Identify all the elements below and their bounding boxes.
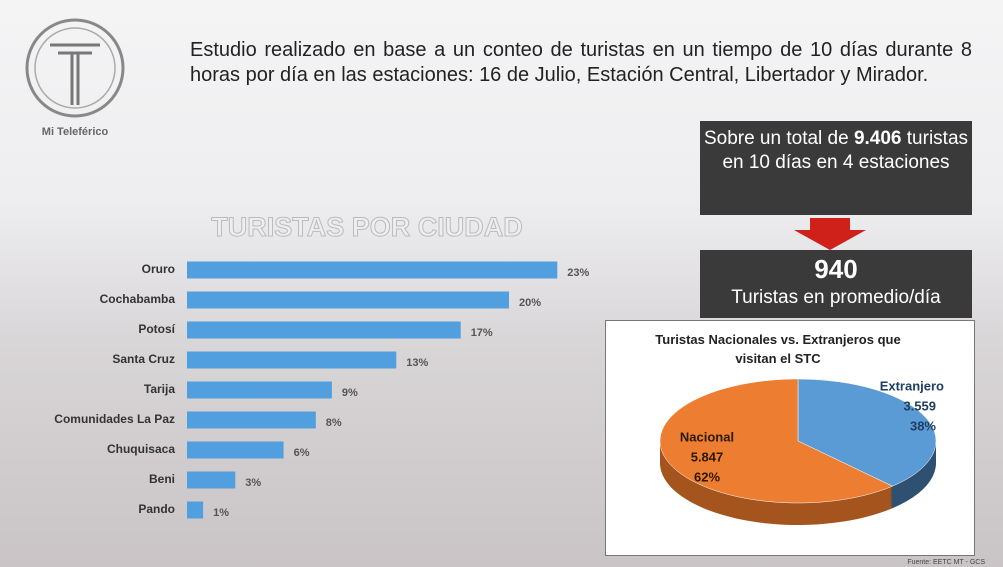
slide: Mi Teleférico TURISTAS POR CIUDAD Fuente… <box>0 0 1003 567</box>
bar <box>187 322 461 339</box>
total-value: 9.406 <box>854 128 902 149</box>
value-label: 23% <box>567 267 589 279</box>
category-label: Potosí <box>138 322 175 336</box>
category-label: Chuquisaca <box>107 442 175 456</box>
category-label: Tarija <box>144 382 175 396</box>
bar <box>187 412 316 429</box>
total-box: Sobre un total de 9.406 turistas en 10 d… <box>700 121 972 215</box>
pie-label: 38% <box>910 418 936 433</box>
average-value: 940 <box>700 250 972 286</box>
pie-label: Extranjero <box>880 378 944 393</box>
bar <box>187 502 203 519</box>
average-box: 940 Turistas en promedio/día <box>700 250 972 318</box>
value-label: 20% <box>519 297 541 309</box>
average-label: Turistas en promedio/día <box>700 286 972 310</box>
bar <box>187 472 235 489</box>
total-prefix: Sobre un total de <box>704 128 849 149</box>
logo-text: Mi Teleférico <box>42 126 109 138</box>
category-label: Beni <box>149 472 175 486</box>
value-label: 1% <box>213 507 229 519</box>
value-label: 3% <box>245 477 261 489</box>
logo: Mi Teleférico <box>27 20 123 138</box>
bar <box>187 262 557 279</box>
category-label: Cochabamba <box>100 292 176 306</box>
pie-label: 5.847 <box>691 449 724 464</box>
source: Fuente: EETC MT - GCS <box>907 559 985 566</box>
category-label: Oruro <box>142 262 175 276</box>
bar <box>187 292 509 309</box>
bar <box>187 352 396 369</box>
bar <box>187 382 332 399</box>
category-label: Pando <box>138 502 175 516</box>
pie-label: 3.559 <box>903 398 936 413</box>
bar <box>187 442 284 459</box>
arrow <box>794 218 866 250</box>
category-label: Comunidades La Paz <box>54 412 175 426</box>
value-label: 9% <box>342 387 358 399</box>
pie-label: Nacional <box>680 429 734 444</box>
value-label: 13% <box>406 357 428 369</box>
bar-chart-title: TURISTAS POR CIUDAD <box>211 212 523 242</box>
category-label: Santa Cruz <box>112 352 175 366</box>
header-text: Estudio realizado en base a un conteo de… <box>190 38 972 88</box>
value-label: 8% <box>326 417 342 429</box>
value-label: 6% <box>294 447 310 459</box>
pie-label: 62% <box>694 469 720 484</box>
value-label: 17% <box>471 327 493 339</box>
